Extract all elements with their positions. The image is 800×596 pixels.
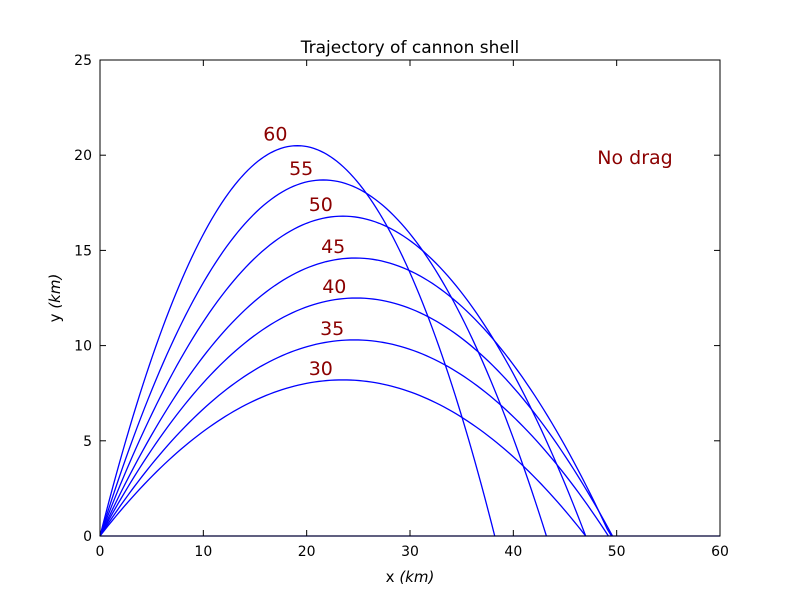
x-tick-label-20: 20 bbox=[298, 544, 316, 560]
angle-label-30: 30 bbox=[309, 358, 333, 380]
trajectory-curves bbox=[99, 145, 614, 537]
x-axis-label-unit: (km) bbox=[399, 568, 434, 586]
angle-label-50: 50 bbox=[309, 194, 333, 216]
angle-label-60: 60 bbox=[263, 124, 287, 146]
x-tick-label-50: 50 bbox=[608, 544, 626, 560]
trajectory-40 bbox=[99, 297, 614, 537]
x-tick-label-30: 30 bbox=[401, 544, 419, 560]
x-tick-label-10: 10 bbox=[194, 544, 212, 560]
y-tick-label-5: 5 bbox=[83, 434, 92, 450]
y-tick-label-25: 25 bbox=[74, 53, 92, 69]
no-drag-annotation: No drag bbox=[597, 147, 672, 169]
trajectory-55 bbox=[99, 179, 548, 537]
y-axis-label-unit: (km) bbox=[46, 274, 64, 309]
x-tick-label-60: 60 bbox=[711, 544, 729, 560]
x-axis-label-prefix: x bbox=[386, 568, 400, 586]
y-tick-label-20: 20 bbox=[74, 148, 92, 164]
y-tick-label-15: 15 bbox=[74, 243, 92, 259]
angle-label-35: 35 bbox=[320, 318, 344, 340]
trajectory-45 bbox=[99, 257, 613, 537]
y-tick-label-0: 0 bbox=[83, 529, 92, 545]
angle-label-45: 45 bbox=[321, 236, 345, 258]
chart-title: Trajectory of cannon shell bbox=[300, 38, 520, 58]
trajectory-50 bbox=[99, 215, 587, 537]
y-axis-label-prefix: y bbox=[46, 309, 64, 323]
trajectory-60 bbox=[99, 145, 496, 537]
angle-label-55: 55 bbox=[289, 158, 313, 180]
angle-label-40: 40 bbox=[322, 276, 346, 298]
x-tick-label-40: 40 bbox=[504, 544, 522, 560]
x-tick-label-0: 0 bbox=[96, 544, 105, 560]
trajectory-30 bbox=[99, 379, 587, 537]
trajectory-35 bbox=[99, 339, 609, 537]
x-axis-label: x (km) bbox=[386, 568, 435, 586]
axis-ticks: 0 10 20 30 40 50 60 0 5 10 15 20 25 bbox=[74, 53, 729, 560]
y-axis-label: y (km) bbox=[46, 274, 64, 323]
y-tick-label-10: 10 bbox=[74, 339, 92, 355]
